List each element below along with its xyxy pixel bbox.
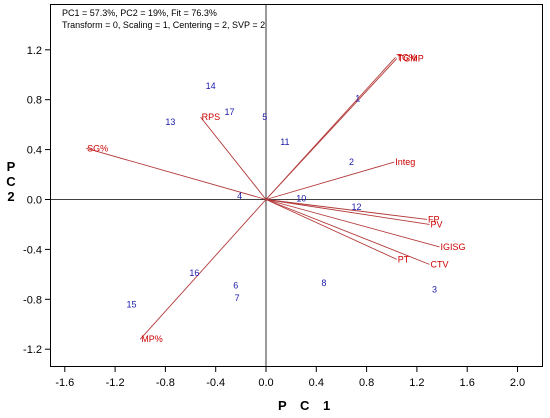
variable-label: PV	[430, 219, 442, 229]
settings-summary-text: Transform = 0, Scaling = 1, Centering = …	[62, 20, 266, 30]
variable-label: Integ	[395, 157, 415, 167]
y-tick-label: -1.2	[23, 344, 42, 356]
loading-vector	[265, 199, 397, 260]
x-axis-title: P C 1	[278, 398, 336, 413]
variable-label: FP	[428, 214, 440, 224]
loading-vector	[265, 199, 430, 265]
loading-vector	[265, 199, 430, 225]
loading-vector	[86, 147, 267, 200]
observation-label: 6	[233, 281, 238, 291]
x-axis-ticks: -1.6 -1.2 -0.8 -0.4 0.0 0.4 0.8 1.2 1.6 2.0	[55, 367, 525, 389]
observation-label: 1	[355, 93, 360, 103]
x-tick-label: -1.2	[106, 377, 125, 389]
variable-label: IGISG	[441, 242, 466, 252]
x-tick-label: -0.4	[206, 377, 225, 389]
variable-label: TG%	[397, 52, 418, 62]
y-tick-label: 0.4	[27, 145, 42, 157]
loading-vector	[265, 199, 440, 248]
y-tick-label: -0.8	[23, 294, 42, 306]
loading-vector	[139, 199, 267, 340]
x-tick-label: 0.0	[258, 377, 273, 389]
observation-label: 8	[321, 278, 326, 288]
observation-label: 14	[206, 81, 216, 91]
observation-label: 10	[296, 193, 306, 203]
x-tick-label: 0.8	[359, 377, 374, 389]
observation-label: 13	[165, 117, 175, 127]
variable-label: PT	[398, 254, 410, 264]
loading-vector	[265, 58, 398, 200]
observation-label: 4	[237, 191, 242, 201]
plot-frame	[50, 4, 543, 367]
observation-label: 2	[349, 157, 354, 167]
x-tick-label: -1.6	[55, 377, 74, 389]
y-tick-label: 0.8	[27, 95, 42, 107]
y-tick-label: -0.4	[23, 244, 42, 256]
observation-label: 12	[352, 202, 362, 212]
observation-label: 3	[432, 284, 437, 294]
x-tick-label: 2.0	[510, 377, 525, 389]
loading-vector	[265, 161, 395, 200]
fit-summary-text: PC1 = 57.3%, PC2 = 19%, Fit = 76.3%	[62, 8, 217, 18]
x-tick-label: 1.6	[460, 377, 475, 389]
loading-vector	[200, 116, 267, 200]
x-tick-label: 1.2	[409, 377, 424, 389]
observation-label: 15	[126, 299, 136, 309]
variable-label: CTV	[430, 259, 448, 269]
y-tick-label: 0.0	[27, 195, 42, 207]
x-tick-label: 0.4	[309, 377, 324, 389]
observation-label: 16	[189, 268, 199, 278]
observation-label: 7	[235, 293, 240, 303]
y-axis-ticks: 1.2 0.8 0.4 0.0 -0.4 -0.8 -1.2	[23, 45, 50, 356]
loading-vector	[265, 199, 428, 220]
y-tick-label: 1.2	[27, 45, 42, 57]
observation-label: 11	[280, 137, 289, 147]
observation-label: 17	[225, 107, 235, 117]
variable-label: TGMP	[398, 54, 424, 64]
x-tick-label: -0.8	[156, 377, 175, 389]
variable-label: SG%	[87, 143, 108, 153]
variable-label: RPS	[202, 112, 221, 122]
loading-lines	[86, 56, 440, 340]
observation-label: 5	[262, 112, 267, 122]
origin-lines	[51, 5, 542, 366]
variable-label: MP%	[141, 334, 163, 344]
